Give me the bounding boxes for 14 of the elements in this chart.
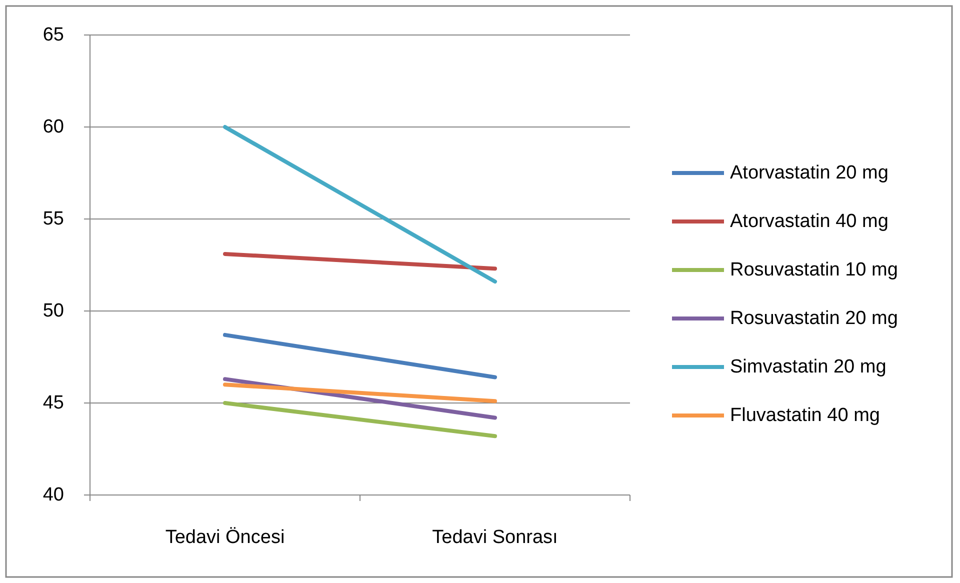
- legend-label: Atorvastatin 40 mg: [730, 211, 888, 232]
- legend-label: Rosuvastatin 20 mg: [730, 308, 898, 329]
- legend-label: Rosuvastatin 10 mg: [730, 260, 898, 280]
- y-tick-label: 65: [42, 24, 64, 46]
- y-tick-label: 55: [42, 208, 64, 230]
- y-tick-label: 50: [42, 300, 64, 322]
- y-tick-label: 60: [42, 116, 64, 138]
- legend-label: Simvastatin 20 mg: [730, 356, 886, 378]
- legend-label: Fluvastatin 40 mg: [730, 405, 880, 426]
- y-tick-label: 45: [42, 392, 64, 414]
- x-tick-label: Tedavi Sonrası: [432, 527, 558, 548]
- x-tick-label: Tedavi Öncesi: [165, 527, 285, 548]
- legend-label: Atorvastatin 20 mg: [730, 162, 888, 184]
- y-tick-label: 40: [42, 484, 64, 506]
